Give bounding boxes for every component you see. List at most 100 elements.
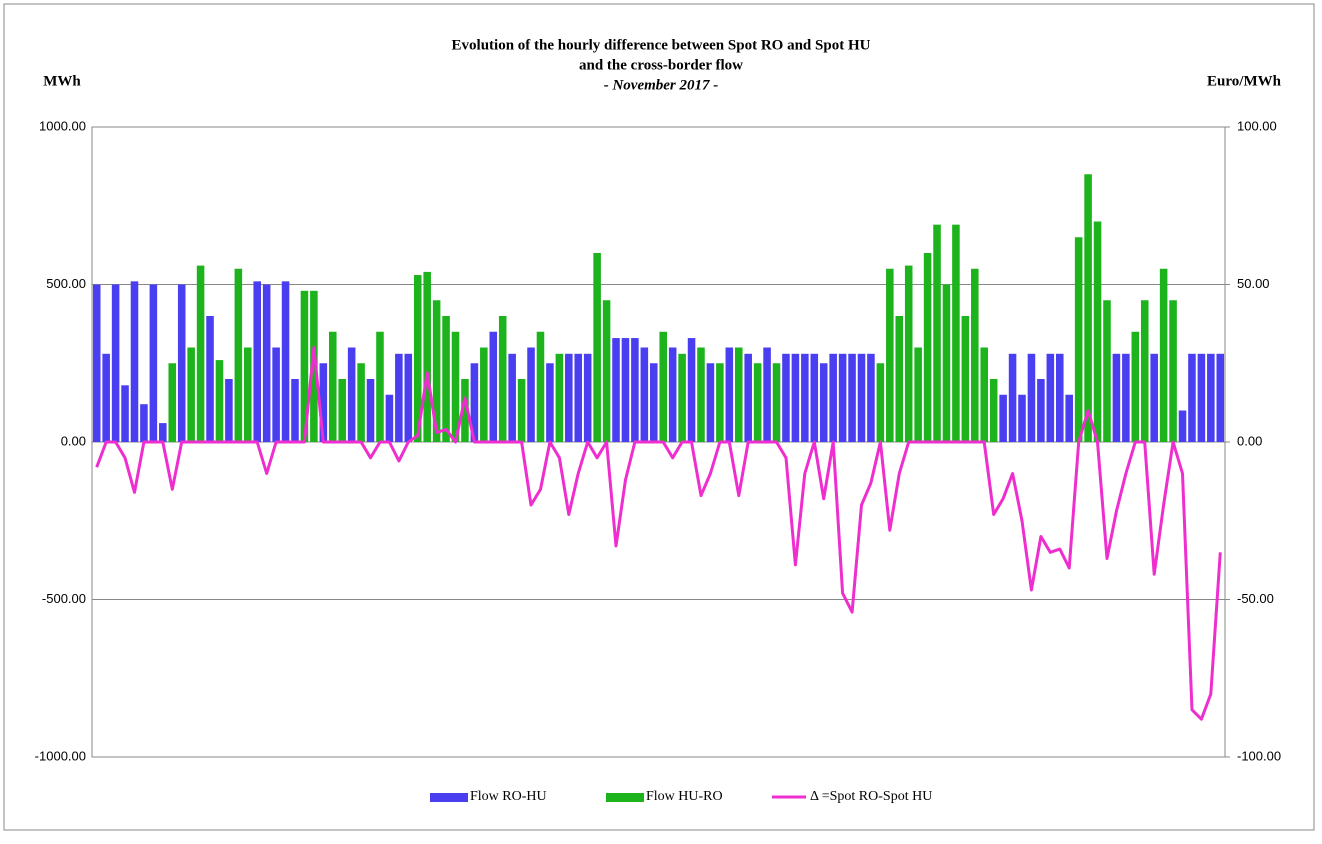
bar	[1093, 221, 1102, 442]
bar	[215, 360, 224, 442]
bar	[206, 316, 214, 442]
bar	[272, 347, 280, 442]
bar	[480, 347, 488, 442]
bar	[631, 338, 639, 442]
bar	[338, 379, 346, 442]
bar	[196, 265, 205, 442]
bar	[310, 290, 318, 442]
bar	[234, 268, 243, 442]
bar	[810, 353, 819, 442]
bar	[857, 353, 866, 442]
bar	[149, 284, 158, 442]
bar	[1122, 353, 1130, 442]
bar	[102, 353, 110, 442]
bar	[1018, 394, 1026, 442]
bar	[536, 331, 545, 442]
bar	[763, 347, 771, 442]
legend-swatch	[430, 793, 468, 802]
bar	[923, 253, 932, 442]
y-tick-label: 500.00	[46, 276, 86, 291]
chart-subtitle: and the cross-border flow	[579, 57, 743, 73]
bar	[366, 379, 375, 442]
bar	[281, 281, 290, 442]
bar	[895, 316, 904, 442]
bar	[1008, 353, 1017, 442]
y-tick-label: -500.00	[42, 591, 86, 606]
bar	[489, 331, 498, 442]
line	[95, 346, 1222, 721]
bar	[1197, 353, 1206, 442]
chart-title: Evolution of the hourly difference betwe…	[452, 37, 871, 53]
bar	[999, 394, 1007, 442]
bar	[971, 268, 979, 442]
bar	[432, 300, 441, 442]
bar	[716, 363, 724, 442]
bar	[1084, 174, 1092, 442]
y2-tick-label: 100.00	[1237, 118, 1277, 133]
bar	[829, 353, 837, 442]
bar	[565, 353, 573, 442]
bar	[319, 363, 328, 442]
bar	[819, 363, 828, 442]
bar	[782, 353, 790, 442]
y-axis-title: MWh	[43, 73, 81, 89]
bar	[650, 363, 658, 442]
bar	[177, 284, 186, 442]
y-tick-label: 0.00	[61, 433, 86, 448]
y2-axis-title: Euro/MWh	[1207, 73, 1282, 89]
bar	[92, 284, 101, 442]
bar	[668, 347, 677, 442]
bar	[659, 331, 667, 442]
bar	[1027, 353, 1036, 442]
y2-tick-label: 0.00	[1237, 433, 1262, 448]
bar	[376, 331, 384, 442]
y2-tick-label: -100.00	[1237, 748, 1281, 763]
bar	[1112, 353, 1121, 442]
chart-period: - November 2017 -	[604, 77, 719, 93]
bar	[168, 363, 177, 442]
bar	[1037, 379, 1045, 442]
bar	[225, 379, 233, 442]
bar	[546, 363, 554, 442]
bar	[801, 353, 809, 442]
bar	[687, 338, 696, 442]
bar	[328, 331, 337, 442]
bar	[423, 271, 431, 442]
bar	[508, 353, 516, 442]
bar	[744, 353, 752, 442]
bar	[952, 224, 960, 442]
bar	[291, 379, 299, 442]
bar	[1207, 353, 1215, 442]
bar	[470, 363, 479, 442]
bar	[612, 338, 620, 442]
y-tick-label: 1000.00	[39, 118, 86, 133]
legend-swatch	[606, 793, 644, 802]
bar	[602, 300, 611, 442]
y-tick-label: -1000.00	[35, 748, 86, 763]
bar	[253, 281, 262, 442]
bar	[140, 404, 148, 442]
bar	[130, 281, 139, 442]
bar	[262, 284, 271, 442]
bar	[1178, 410, 1187, 442]
y2-tick-label: 50.00	[1237, 276, 1270, 291]
bar	[442, 316, 450, 442]
bar	[640, 347, 649, 442]
bar	[1216, 353, 1225, 442]
bar	[1055, 353, 1064, 442]
bar	[772, 363, 781, 442]
y2-tick-label: -50.00	[1237, 591, 1274, 606]
bar	[527, 347, 535, 442]
bar	[876, 363, 885, 442]
bar	[753, 363, 762, 442]
bar	[187, 347, 195, 442]
legend-label: Flow RO-HU	[470, 789, 547, 804]
bar	[121, 385, 129, 442]
bar	[413, 275, 422, 442]
bar	[1188, 353, 1196, 442]
bar	[555, 353, 564, 442]
bar	[886, 268, 894, 442]
bar	[933, 224, 941, 442]
bar	[914, 347, 922, 442]
